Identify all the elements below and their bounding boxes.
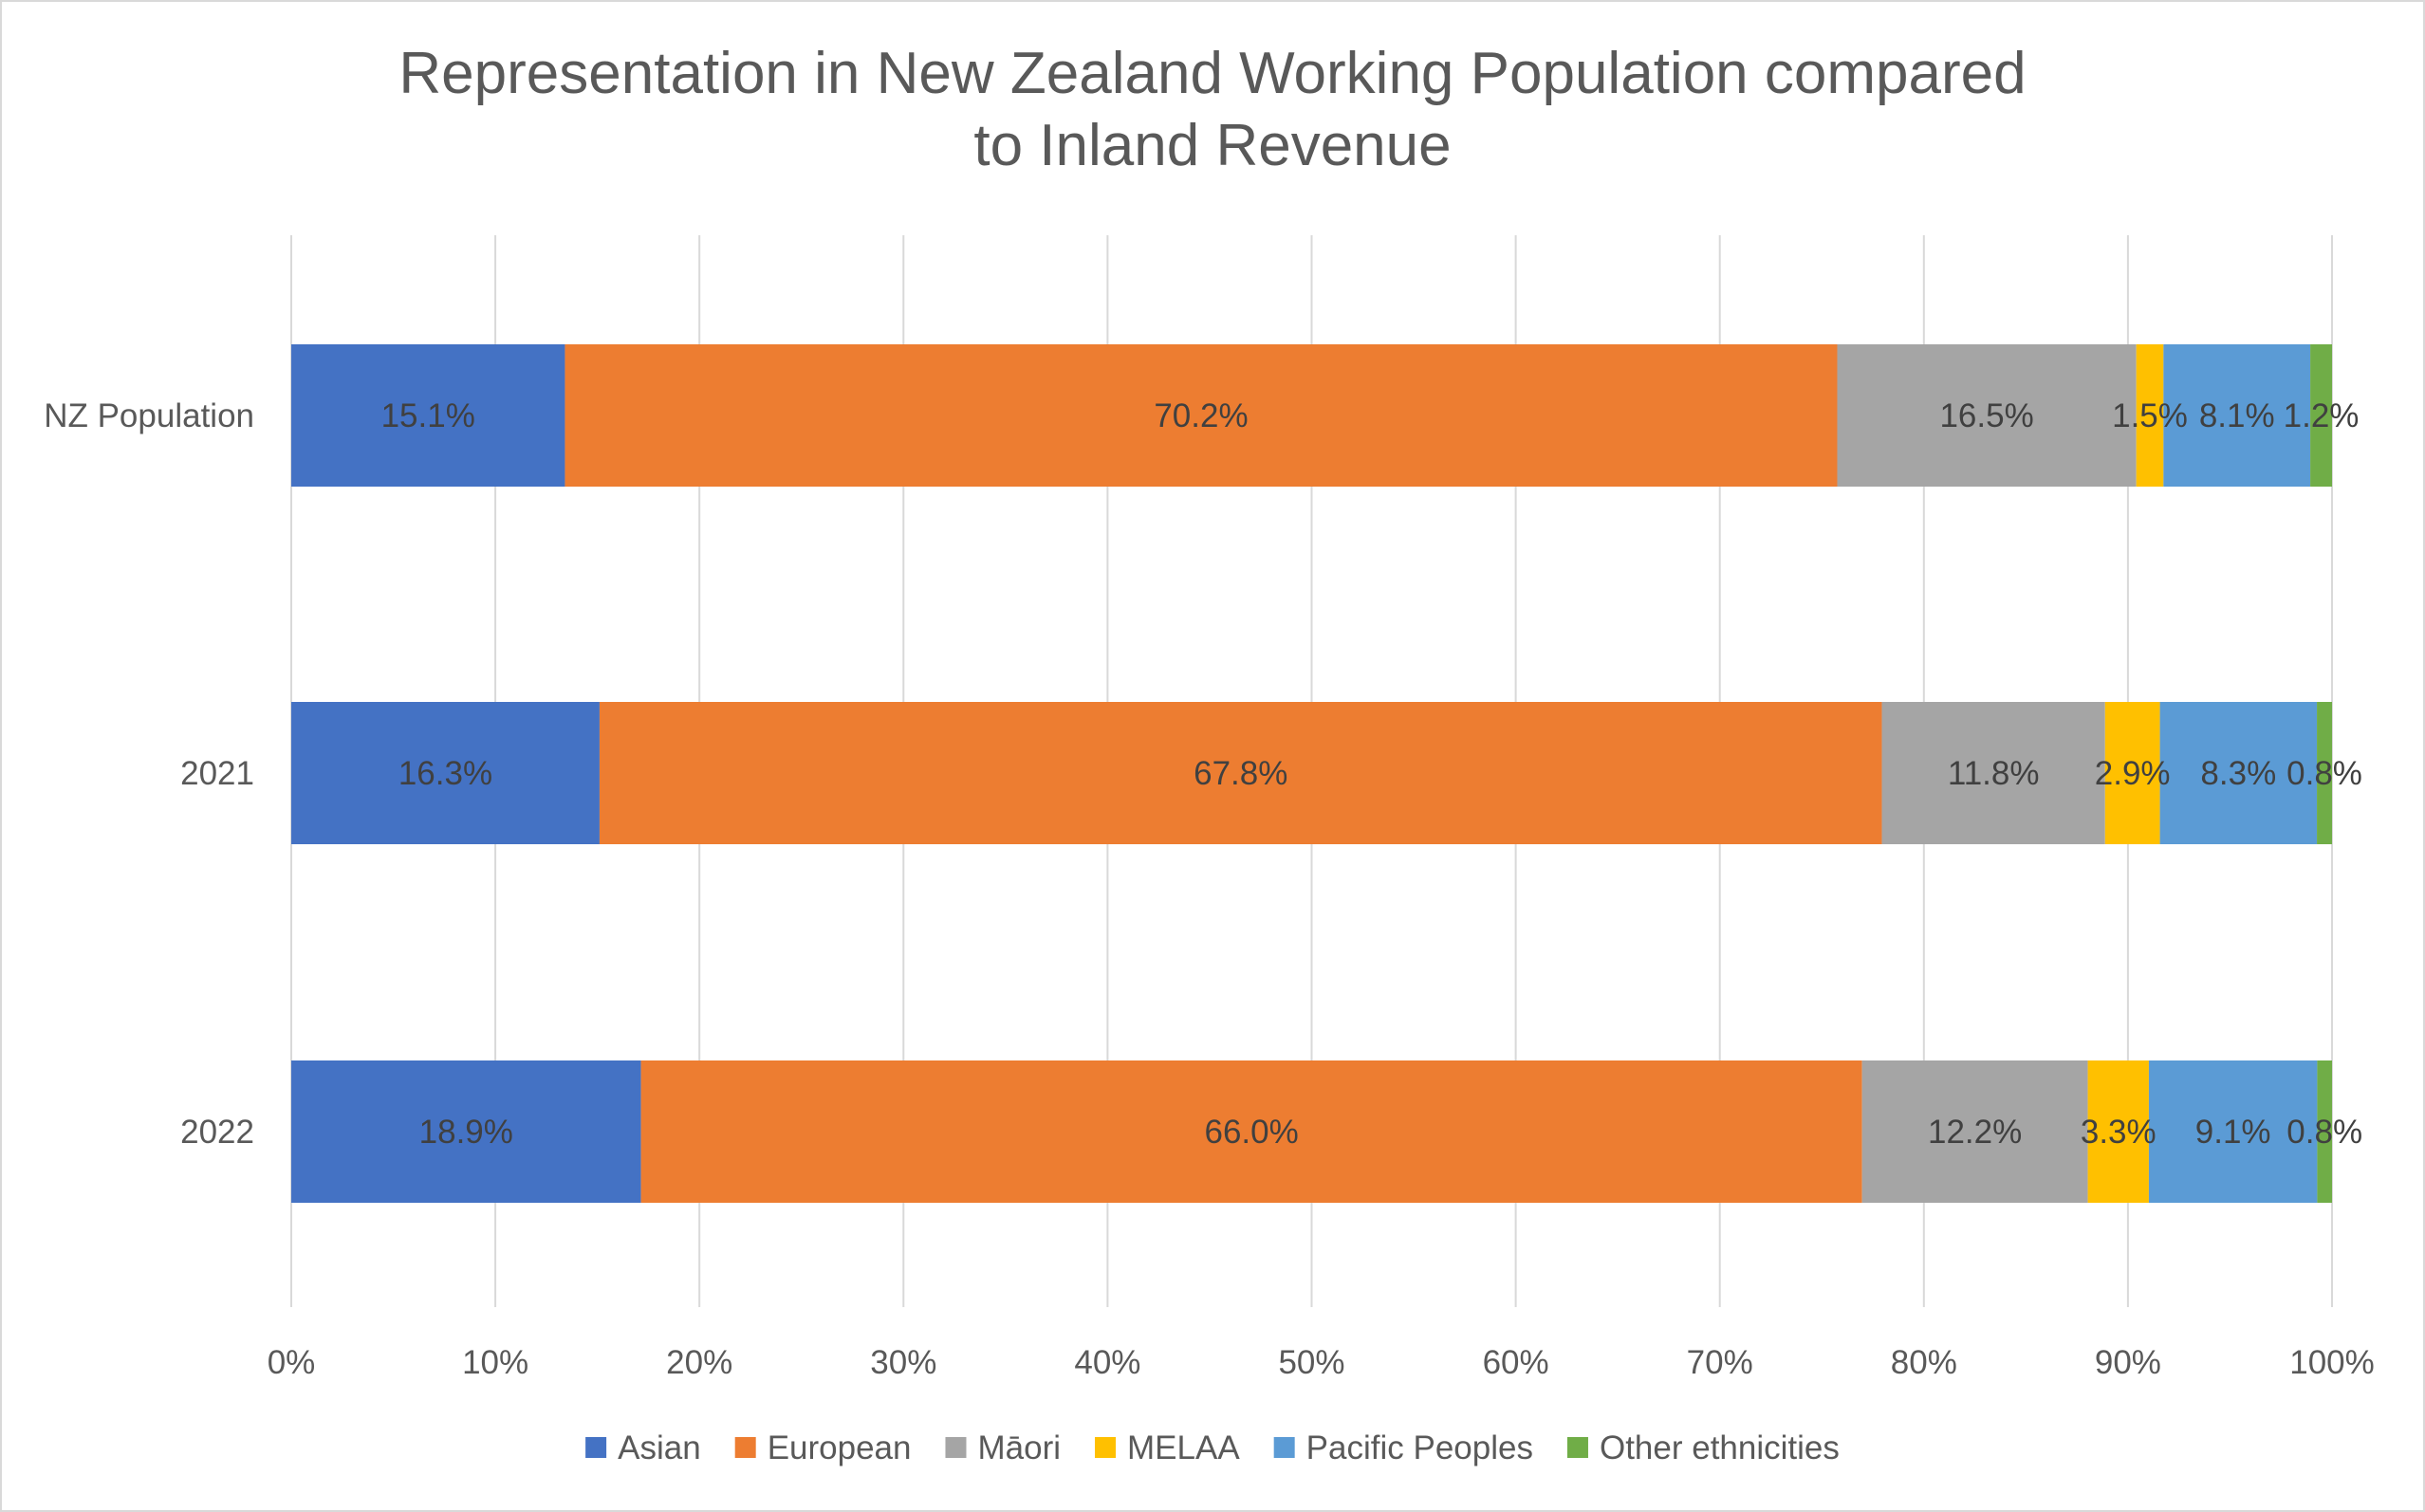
legend-swatch xyxy=(1566,1437,1588,1458)
bar-segment xyxy=(2104,702,2160,844)
bar-segment xyxy=(1861,1060,2088,1203)
legend-swatch xyxy=(734,1437,756,1458)
chart-title-line-1: Representation in New Zealand Working Po… xyxy=(398,41,2026,106)
data-label: 16.3% xyxy=(398,755,492,792)
data-label: 8.3% xyxy=(2200,755,2276,792)
data-label: 9.1% xyxy=(2195,1114,2271,1151)
bar-segment xyxy=(2136,344,2164,487)
data-label: 15.1% xyxy=(381,397,475,434)
data-labels: 15.1% 70.2% 16.5% 1.5% 8.1% 1.2% 16.3% 67.8% 11.… xyxy=(381,397,2362,1151)
bar-segment xyxy=(2148,1060,2318,1203)
data-label: 8.1% xyxy=(2199,397,2275,434)
bar-segment xyxy=(291,344,565,487)
legend-swatch xyxy=(1095,1437,1117,1458)
legend-label: Māori xyxy=(977,1429,1061,1466)
bar-segment xyxy=(291,702,600,844)
bar-segment xyxy=(565,344,1838,487)
data-label: 1.2% xyxy=(2284,397,2360,434)
bar-segment xyxy=(2317,702,2332,844)
legend-label: Pacific Peoples xyxy=(1306,1429,1533,1466)
data-label: 2.9% xyxy=(2095,755,2171,792)
x-tick-label: 0% xyxy=(268,1344,316,1381)
chart-title-line-2: to Inland Revenue xyxy=(973,113,1451,178)
data-label: 18.9% xyxy=(419,1114,513,1151)
bar-segment xyxy=(291,1060,641,1203)
legend-label: MELAA xyxy=(1127,1429,1240,1466)
bars xyxy=(291,344,2332,1203)
legend-swatch xyxy=(1273,1437,1295,1458)
x-tick-label: 20% xyxy=(666,1344,732,1381)
data-label: 67.8% xyxy=(1194,755,1287,792)
bar-segment xyxy=(1837,344,2137,487)
bar-segment xyxy=(2159,702,2318,844)
category-label: 2022 xyxy=(180,1114,254,1151)
bar-segment xyxy=(2310,344,2332,487)
data-label: 11.8% xyxy=(1948,755,2040,792)
category-axis: NZ Population 2021 2022 xyxy=(44,397,254,1151)
bar-segment xyxy=(2087,1060,2149,1203)
data-label: 3.3% xyxy=(2081,1114,2157,1151)
legend: Asian European Māori MELAA Pacific Peoples Ot… xyxy=(585,1429,1840,1466)
bar-segment xyxy=(2163,344,2311,487)
x-tick-label: 60% xyxy=(1483,1344,1549,1381)
data-label: 0.8% xyxy=(2286,755,2362,792)
legend-swatch xyxy=(585,1437,607,1458)
data-label: 1.5% xyxy=(2112,397,2188,434)
data-label: 16.5% xyxy=(1939,397,2033,434)
value-axis: 0% 10% 20% 30% 40% 50% 60% 70% 80% 90% 100% xyxy=(268,1344,2375,1381)
bar-segment xyxy=(2317,1060,2332,1203)
x-tick-label: 10% xyxy=(462,1344,528,1381)
data-label: 0.8% xyxy=(2286,1114,2362,1151)
x-tick-label: 50% xyxy=(1278,1344,1344,1381)
data-label: 70.2% xyxy=(1154,397,1248,434)
legend-label: Asian xyxy=(618,1429,701,1466)
x-tick-label: 80% xyxy=(1891,1344,1957,1381)
legend-swatch xyxy=(945,1437,967,1458)
legend-label: European xyxy=(768,1429,912,1466)
x-tick-label: 90% xyxy=(2095,1344,2161,1381)
data-label: 12.2% xyxy=(1928,1114,2022,1151)
category-label: NZ Population xyxy=(44,397,254,434)
legend-label: Other ethnicities xyxy=(1600,1429,1840,1466)
x-tick-label: 30% xyxy=(870,1344,936,1381)
x-tick-label: 70% xyxy=(1687,1344,1753,1381)
x-tick-label: 40% xyxy=(1074,1344,1140,1381)
chart-title: Representation in New Zealand Working Po… xyxy=(398,41,2026,178)
bar-segment xyxy=(1881,702,2105,844)
x-tick-label: 100% xyxy=(2289,1344,2375,1381)
data-label: 66.0% xyxy=(1204,1114,1298,1151)
bar-segment xyxy=(599,702,1882,844)
category-label: 2021 xyxy=(180,755,254,792)
bar-segment xyxy=(640,1060,1862,1203)
